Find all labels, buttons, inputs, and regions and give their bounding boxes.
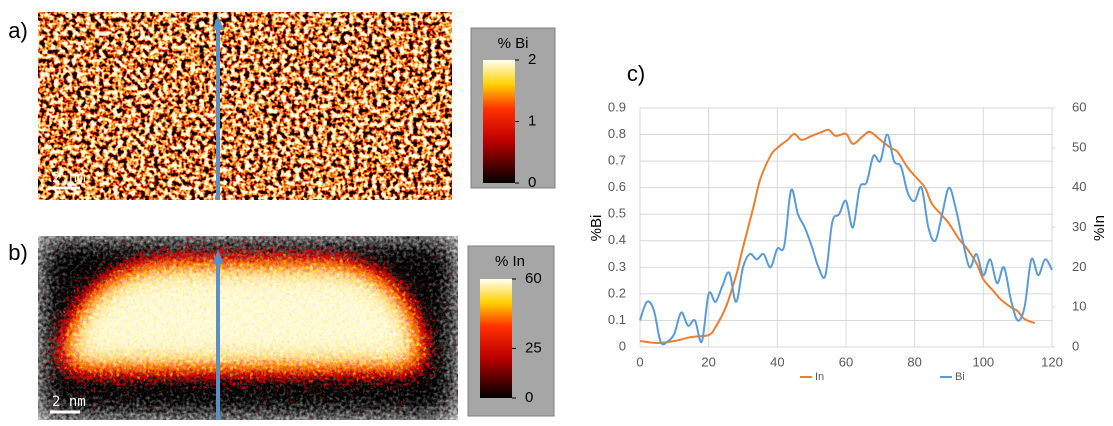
arrow-head — [212, 250, 224, 264]
arrow-head — [212, 16, 224, 30]
map-b — [38, 236, 458, 420]
y-tick-label: 0.2 — [608, 285, 626, 300]
y2-tick-label: 40 — [1072, 179, 1086, 194]
y2-tick-label: 0 — [1072, 338, 1079, 353]
colorbar-tick-label: 2 — [528, 51, 536, 68]
x-tick-label: 80 — [907, 354, 921, 369]
data-line — [639, 128, 1036, 345]
y-tick-label: 0.6 — [608, 179, 626, 194]
colorbar-tick-label: 0 — [525, 389, 533, 406]
y-tick-label: 0.3 — [608, 259, 626, 274]
x-tick-label: 20 — [701, 354, 715, 369]
colorbar-tick-label: 0 — [528, 174, 536, 191]
colorbar-title: % Bi — [498, 35, 529, 52]
data-line — [639, 133, 1053, 346]
colorbar-tick-label: 25 — [525, 339, 542, 356]
y-tick-label: 0.8 — [608, 126, 626, 141]
scale-bar-label: 2 nm — [52, 170, 86, 186]
y-tick-label: 0.4 — [608, 232, 626, 247]
x-tick-label: 40 — [770, 354, 784, 369]
y-axis-label: %Bi — [588, 215, 605, 242]
panel-label: b) — [8, 240, 28, 265]
x-tick-label: 0 — [636, 354, 643, 369]
y2-tick-label: 30 — [1072, 219, 1086, 234]
colorbar-tick-label: 1 — [528, 112, 536, 129]
panel-label: c) — [627, 61, 645, 86]
y-tick-label: 0 — [619, 338, 626, 353]
x-tick-label: 60 — [839, 354, 853, 369]
map-a — [38, 12, 452, 200]
colorbar-title: % In — [495, 253, 525, 270]
colorbar-tick-label: 60 — [525, 270, 542, 287]
panel-label: a) — [8, 18, 28, 43]
map-image — [38, 12, 452, 200]
legend-label: Bi — [955, 371, 965, 383]
y2-tick-label: 10 — [1072, 299, 1086, 314]
x-tick-label: 100 — [972, 354, 994, 369]
y2-tick-label: 60 — [1072, 99, 1086, 114]
y-tick-label: 0.7 — [608, 153, 626, 168]
y-tick-label: 0.9 — [608, 99, 626, 114]
y2-axis-label: %In — [1091, 215, 1108, 241]
y2-tick-label: 20 — [1072, 259, 1086, 274]
colorbar — [483, 60, 515, 183]
legend-label: In — [815, 371, 824, 383]
y2-tick-label: 50 — [1072, 139, 1086, 154]
x-tick-label: 120 — [1041, 354, 1063, 369]
scale-bar-label: 2 nm — [52, 394, 86, 410]
y-tick-label: 0.5 — [608, 206, 626, 221]
y-tick-label: 0.1 — [608, 312, 626, 327]
colorbar — [480, 279, 512, 398]
